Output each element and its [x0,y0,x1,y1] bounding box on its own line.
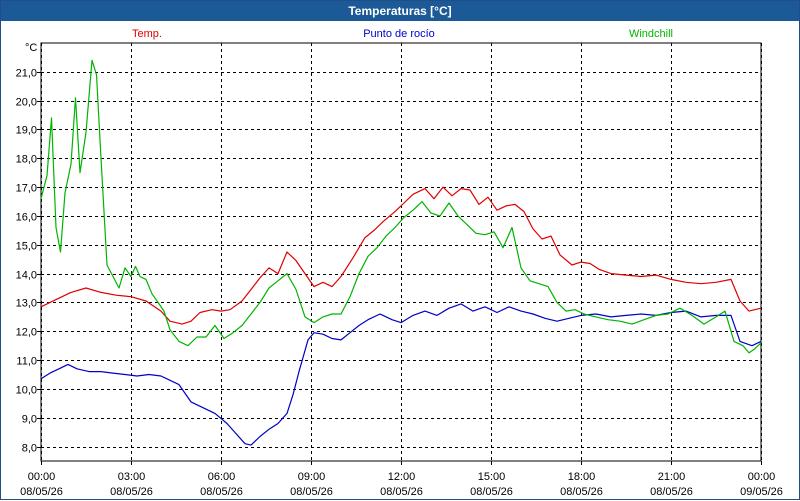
x-tick-date-label: 08/05/26 [380,486,423,498]
x-tick-time-label: 09:00 [298,471,326,483]
x-tick-date-label: 08/05/26 [200,486,243,498]
x-tick-date-label: 08/05/26 [470,486,513,498]
x-tick-time-label: 00:00 [28,471,56,483]
series-line-3 [40,59,762,354]
y-tick-label: 21,0 [16,68,37,80]
x-tick-date-label: 08/05/26 [650,486,693,498]
y-tick-label: 9,0 [22,414,37,426]
x-tick-date-label: 08/05/26 [110,486,153,498]
y-axis-label: °C [25,42,37,54]
y-tick-label: 14,0 [16,270,37,282]
x-tick-time-label: 18:00 [568,471,596,483]
y-tick-label: 17,0 [16,183,37,195]
y-tick-label: 10,0 [16,385,37,397]
x-tick-date-label: 08/05/26 [290,486,333,498]
x-tick-time-label: 06:00 [208,471,236,483]
legend-label-3: Windchill [629,28,673,40]
x-tick-date-label: 08/05/26 [20,486,63,498]
y-tick-label: 20,0 [16,97,37,109]
legend-label-1: Temp. [132,28,162,40]
window-title: Temperaturas [°C] [1,1,799,21]
y-tick-label: 11,0 [16,356,37,368]
x-tick-date-label: 09/05/26 [740,486,783,498]
y-tick-label: 19,0 [16,125,37,137]
x-tick-time-label: 12:00 [388,471,416,483]
legend-label-2: Punto de rocío [363,28,435,40]
x-tick-time-label: 00:00 [748,471,776,483]
x-tick-time-label: 15:00 [478,471,506,483]
y-tick-label: 13,0 [16,298,37,310]
x-tick-time-label: 03:00 [118,471,146,483]
series-line-1 [40,186,762,325]
x-tick-date-label: 08/05/26 [560,486,603,498]
x-tick-time-label: 21:00 [658,471,686,483]
y-tick-label: 15,0 [16,241,37,253]
y-tick-label: 8,0 [22,443,37,455]
y-tick-label: 16,0 [16,212,37,224]
y-tick-label: 18,0 [16,154,37,166]
series-line-2 [40,303,762,446]
y-tick-label: 12,0 [16,327,37,339]
